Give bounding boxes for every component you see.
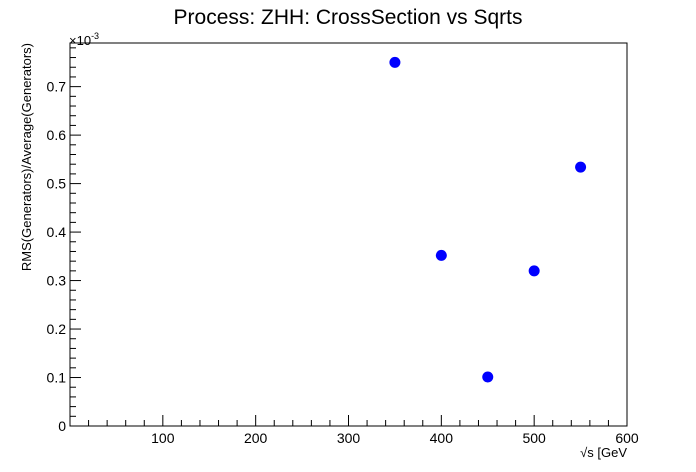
chart-title: Process: ZHH: CrossSection vs Sqrts xyxy=(174,6,523,29)
x-tick-label: 400 xyxy=(430,430,454,446)
data-point xyxy=(528,265,540,277)
x-axis-ticks xyxy=(88,415,609,426)
data-point xyxy=(482,371,494,383)
y-tick-label: 0.6 xyxy=(47,127,67,143)
x-tick-label: 100 xyxy=(151,430,175,446)
y-axis-tick-labels: 0 0.1 0.2 0.3 0.4 0.5 0.6 0.7 xyxy=(47,79,67,434)
x-axis-tick-labels: 100 200 300 400 500 600 xyxy=(151,430,639,446)
x-axis-label: √s [GeV xyxy=(580,445,627,460)
y-tick-label: 0.1 xyxy=(47,370,67,386)
data-point xyxy=(435,249,447,261)
y-tick-label: 0.4 xyxy=(47,224,67,240)
y-tick-label: 0 xyxy=(58,418,66,434)
data-point xyxy=(575,161,587,173)
x-tick-label: 500 xyxy=(522,430,546,446)
y-tick-label: 0.5 xyxy=(47,176,67,192)
x-tick-label: 600 xyxy=(615,430,639,446)
y-axis-label: RMS(Generators)/Average(Generators) xyxy=(19,43,34,271)
y-axis-ticks xyxy=(70,47,81,417)
y-tick-label: 0.3 xyxy=(47,273,67,289)
x-tick-label: 200 xyxy=(244,430,268,446)
y-multiplier-label: ×10-3 xyxy=(69,31,99,48)
x-tick-label: 300 xyxy=(337,430,361,446)
y-tick-label: 0.2 xyxy=(47,321,67,337)
data-point xyxy=(389,56,401,68)
y-tick-label: 0.7 xyxy=(47,79,67,95)
data-points xyxy=(389,56,587,383)
